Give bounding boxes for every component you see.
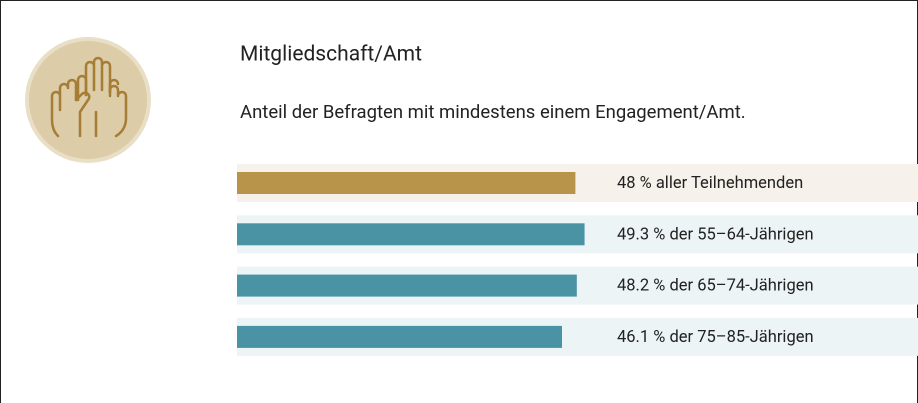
icon [25, 37, 151, 163]
bar [237, 325, 563, 348]
bar-label: 49.3 % der 55–64-Jährigen [617, 226, 814, 245]
category-label: aller Teilnehmenden [656, 174, 803, 193]
bar-label: 48.2 % der 65–74-Jährigen [617, 277, 814, 296]
value-label: 49.3 % [617, 226, 665, 245]
value-label: 48.2 % [617, 277, 665, 296]
chart-title: Mitgliedschaft/Amt [240, 43, 422, 67]
category-label: der 75–85-Jährigen [669, 328, 813, 347]
category-label: der 55–64-Jährigen [669, 226, 813, 245]
value-label: 48 % [617, 174, 652, 193]
value-label: 46.1 % [617, 328, 665, 347]
bar-label: 48 % aller Teilnehmenden [617, 174, 803, 193]
bar-label: 46.1 % der 75–85-Jährigen [617, 328, 814, 347]
bar [237, 274, 577, 297]
chart-subtitle: Anteil der Befragten mit mindestens eine… [240, 101, 746, 123]
bar [237, 172, 576, 194]
category-label: der 65–74-Jährigen [669, 277, 813, 296]
bar [237, 223, 585, 246]
